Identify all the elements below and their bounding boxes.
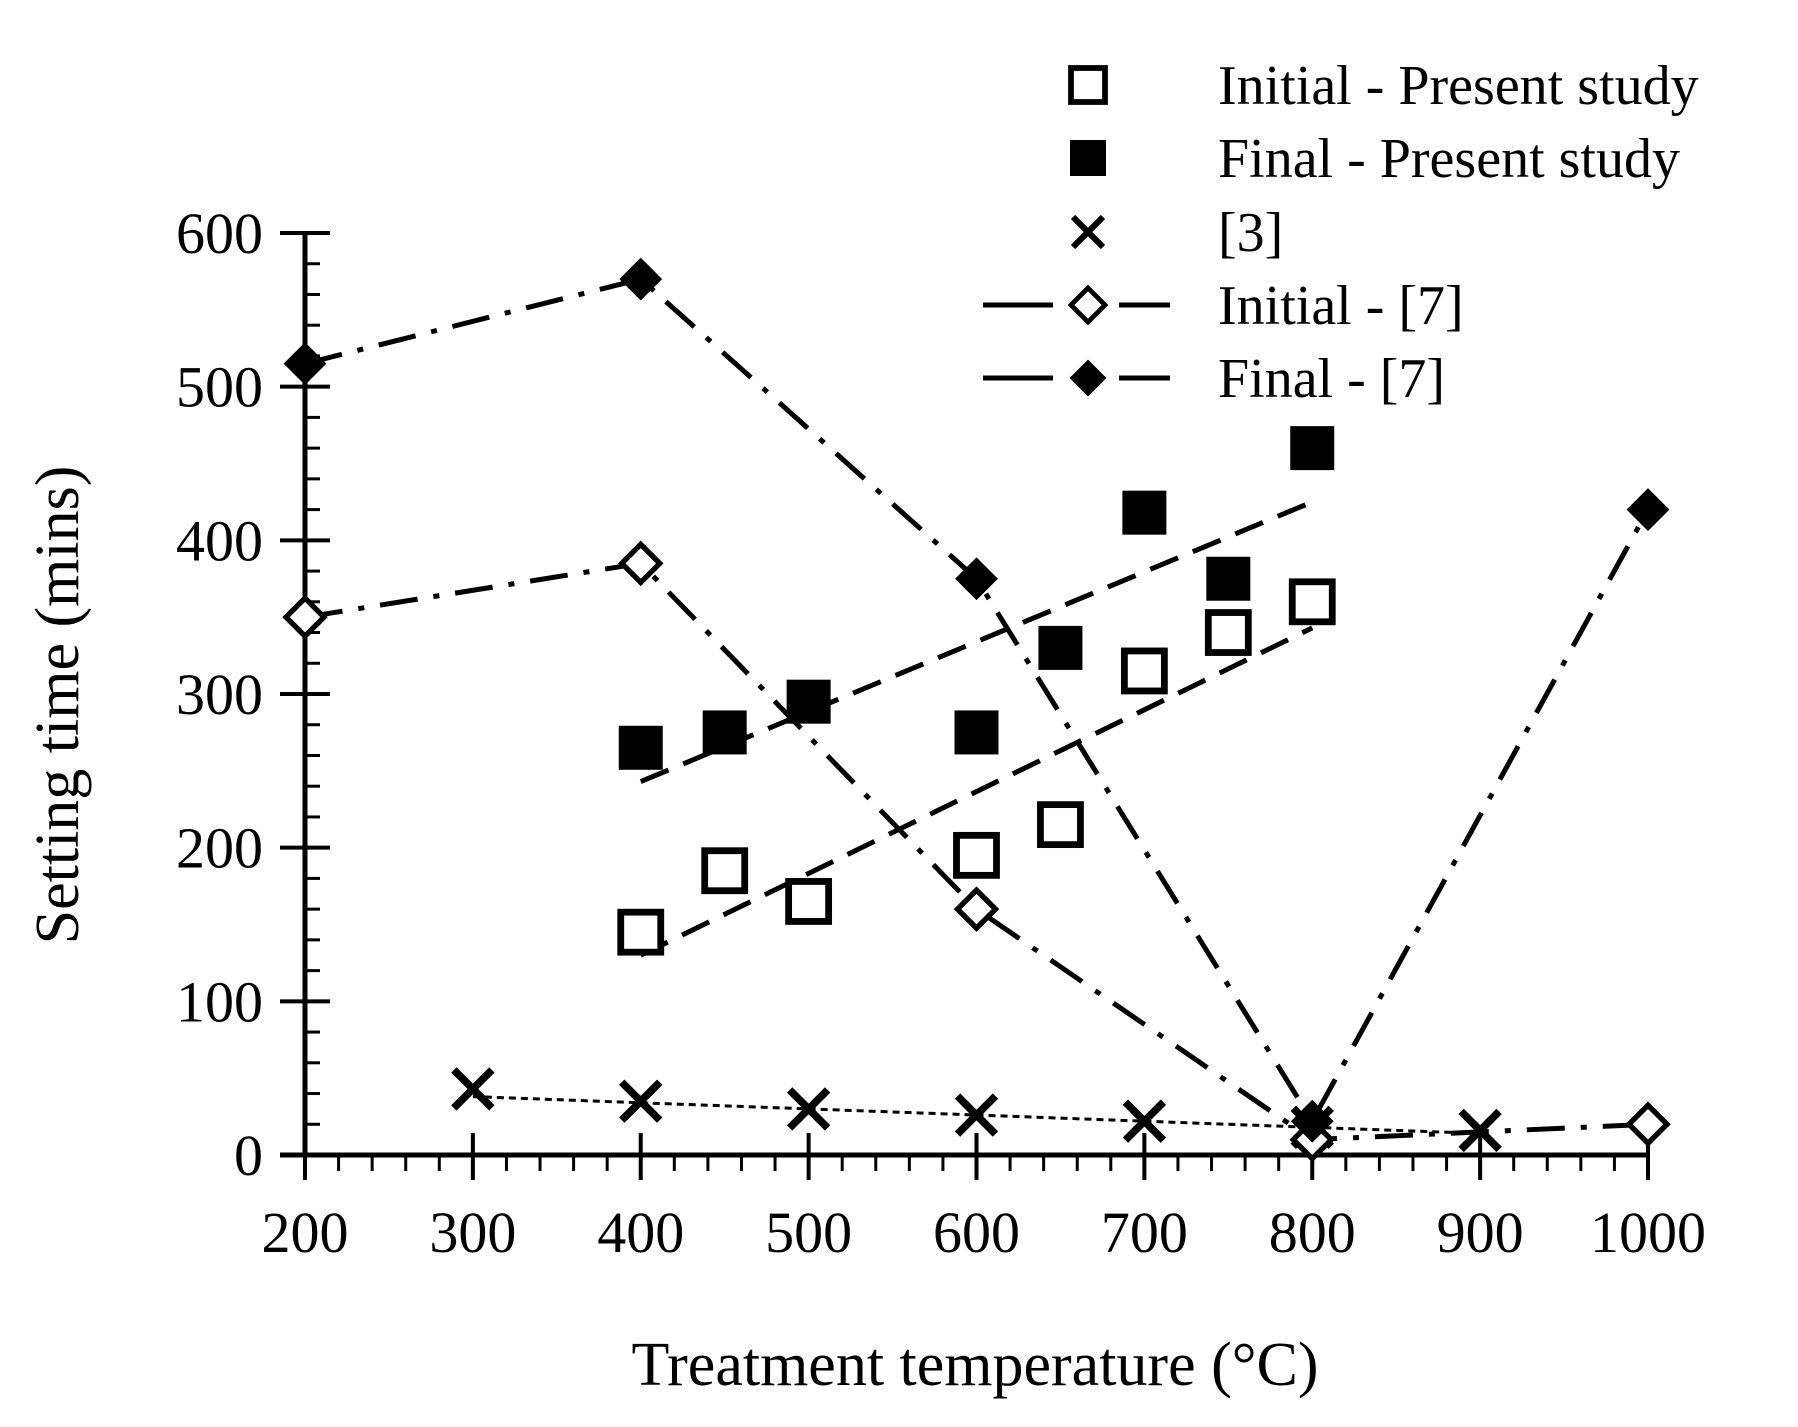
point-final-7 bbox=[1290, 1099, 1334, 1143]
point-3 bbox=[954, 1093, 999, 1137]
point-initial-present-study bbox=[617, 908, 665, 956]
point-final-present-study bbox=[786, 679, 831, 724]
trendline-final-present-study bbox=[639, 499, 1314, 784]
point-initial-7 bbox=[282, 594, 328, 640]
axes: 0 100 200 300 400 500 600 200 300 400 500 600 700 800… bbox=[176, 201, 1706, 1265]
point-final-present-study bbox=[1206, 556, 1251, 601]
legend-symbol-initial-present-study bbox=[1068, 65, 1108, 105]
x-tick-label: 200 bbox=[262, 1200, 349, 1265]
y-tick-label: 500 bbox=[176, 355, 263, 420]
point-final-7 bbox=[283, 342, 327, 386]
point-final-present-study bbox=[702, 710, 747, 755]
point-3 bbox=[451, 1067, 495, 1111]
trendline-initial-present-study bbox=[639, 625, 1314, 958]
x-tick-label: 300 bbox=[429, 1200, 516, 1265]
point-3 bbox=[1122, 1099, 1167, 1143]
point-final-present-study bbox=[954, 710, 999, 755]
legend-symbol-final-present-study bbox=[1070, 140, 1106, 176]
legend-label-final-7: Final - [7] bbox=[1218, 348, 1445, 410]
point-initial-7 bbox=[1625, 1101, 1671, 1148]
y-tick-label: 100 bbox=[176, 969, 263, 1034]
legend-symbol-final-7 bbox=[1069, 359, 1107, 397]
y-tick-label: 300 bbox=[176, 662, 263, 727]
y-tick-label: 200 bbox=[176, 816, 263, 881]
point-initial-present-study bbox=[1037, 801, 1084, 849]
x-tick-label: 600 bbox=[933, 1200, 1020, 1265]
point-final-present-study bbox=[1290, 426, 1335, 471]
point-initial-present-study bbox=[1120, 647, 1168, 695]
point-initial-present-study bbox=[953, 831, 1000, 879]
trendlines bbox=[472, 499, 1481, 1135]
point-final-present-study bbox=[1038, 625, 1083, 670]
point-initial-present-study bbox=[785, 878, 833, 925]
legend-symbol-3 bbox=[1070, 214, 1106, 250]
point-final-7 bbox=[1626, 488, 1670, 532]
legend-symbol-initial-7 bbox=[1067, 284, 1109, 326]
markers bbox=[282, 257, 1671, 1163]
point-3 bbox=[786, 1087, 831, 1131]
point-initial-7 bbox=[953, 886, 1000, 932]
x-axis-title: Treatment temperature (°C) bbox=[631, 1331, 1318, 1399]
x-tick-label: 1000 bbox=[1590, 1200, 1706, 1265]
y-tick-label: 0 bbox=[234, 1123, 263, 1188]
x-tick-label: 900 bbox=[1437, 1200, 1524, 1265]
point-3 bbox=[1458, 1108, 1502, 1153]
point-3 bbox=[619, 1079, 663, 1123]
legend: Initial - Present study Final - Present s… bbox=[983, 55, 1699, 410]
point-initial-7 bbox=[617, 540, 664, 587]
point-final-7 bbox=[619, 257, 663, 301]
legend-label-initial-present-study: Initial - Present study bbox=[1218, 55, 1699, 117]
y-axis-title: Setting time (mins) bbox=[24, 466, 92, 945]
x-tick-label: 400 bbox=[597, 1200, 684, 1265]
y-tick-label: 600 bbox=[176, 201, 263, 266]
legend-label-final-present-study: Final - Present study bbox=[1218, 128, 1680, 190]
series-line-final-7 bbox=[304, 276, 1651, 1124]
point-final-present-study bbox=[1122, 490, 1167, 535]
series-lines bbox=[304, 276, 1651, 1143]
x-tick-label: 500 bbox=[765, 1200, 852, 1265]
y-tick-label: 400 bbox=[176, 508, 263, 573]
point-final-7 bbox=[955, 557, 998, 601]
point-initial-present-study bbox=[1204, 609, 1252, 656]
point-initial-present-study bbox=[1288, 578, 1336, 626]
x-tick-label: 800 bbox=[1269, 1200, 1356, 1265]
point-final-present-study bbox=[618, 725, 663, 770]
point-initial-present-study bbox=[701, 847, 749, 895]
x-tick-label: 700 bbox=[1101, 1200, 1188, 1265]
legend-label-initial-7: Initial - [7] bbox=[1218, 275, 1464, 337]
legend-label-3: [3] bbox=[1218, 202, 1283, 264]
